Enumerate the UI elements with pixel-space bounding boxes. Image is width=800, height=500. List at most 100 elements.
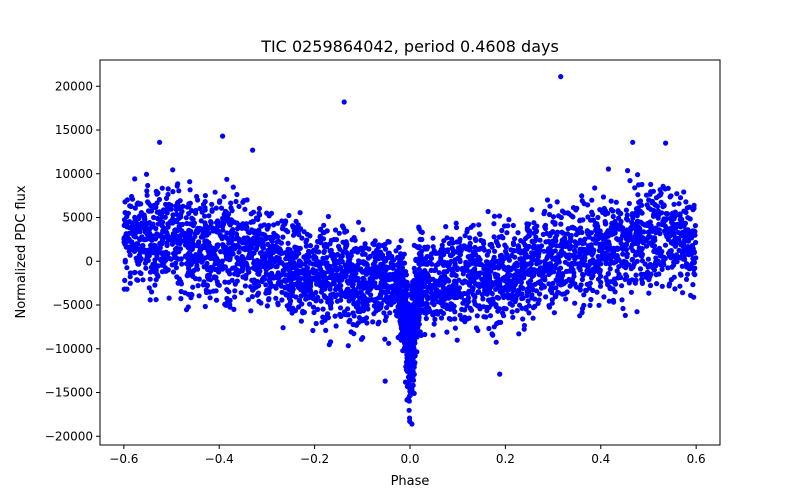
data-point (178, 211, 184, 217)
data-point (186, 258, 192, 264)
data-point (605, 166, 612, 172)
data-point (490, 296, 496, 302)
data-point (178, 296, 184, 302)
outlier-point (341, 99, 347, 105)
data-point (598, 261, 604, 267)
data-point (214, 229, 220, 235)
data-point (356, 219, 362, 225)
data-point (524, 293, 530, 299)
data-point (265, 265, 272, 271)
data-point (652, 237, 658, 243)
data-point (137, 270, 143, 276)
data-point (245, 265, 251, 271)
data-point (339, 223, 346, 229)
data-point (475, 289, 481, 295)
data-point (683, 245, 689, 252)
data-point (470, 260, 476, 266)
data-point (644, 243, 650, 249)
data-point (682, 237, 688, 243)
data-point (569, 277, 576, 283)
data-point (649, 242, 655, 248)
data-point (269, 263, 276, 269)
data-point (592, 259, 598, 265)
data-point (436, 270, 442, 276)
data-point (251, 258, 257, 264)
data-point (605, 271, 611, 277)
data-point (351, 235, 357, 241)
data-point (336, 258, 342, 264)
data-point (299, 235, 305, 241)
data-point (535, 267, 542, 273)
data-point (337, 266, 343, 272)
data-point (362, 251, 368, 257)
data-point (227, 221, 233, 227)
data-point (430, 235, 436, 241)
data-point (295, 284, 301, 290)
data-point (379, 252, 385, 258)
data-point (311, 255, 317, 262)
data-point (176, 216, 182, 222)
data-point (495, 295, 502, 301)
data-point (321, 248, 327, 254)
data-point (330, 273, 336, 279)
data-point (156, 233, 162, 239)
data-point (274, 239, 280, 245)
data-point (137, 236, 143, 242)
data-point (170, 269, 177, 275)
data-point (516, 331, 522, 337)
data-point (416, 266, 422, 272)
data-point (176, 236, 182, 242)
data-point (254, 231, 260, 237)
data-point (409, 334, 415, 340)
data-point (370, 319, 376, 325)
data-point (218, 205, 225, 211)
data-point (256, 298, 262, 304)
outlier-point (409, 421, 415, 427)
data-point (692, 223, 699, 229)
data-point (373, 285, 380, 291)
data-point (450, 249, 456, 255)
data-point (528, 266, 534, 272)
data-point (546, 211, 553, 218)
data-point (202, 199, 208, 205)
data-point (647, 223, 653, 229)
data-point (320, 255, 326, 261)
data-point (662, 223, 668, 229)
data-point (411, 311, 418, 317)
data-point (385, 250, 391, 256)
data-point (476, 222, 482, 228)
data-point (132, 234, 138, 240)
data-point (444, 329, 450, 335)
data-point (455, 285, 461, 291)
data-point (623, 247, 629, 253)
data-point (406, 398, 412, 404)
data-point (651, 267, 658, 273)
data-point (429, 300, 435, 306)
data-point (506, 266, 512, 272)
data-point (122, 199, 128, 205)
data-point (293, 253, 299, 259)
data-point (691, 202, 697, 208)
data-point (554, 199, 560, 205)
data-point (425, 284, 431, 290)
data-point (222, 279, 228, 285)
data-point (230, 230, 236, 236)
data-point (559, 244, 566, 250)
data-point (218, 249, 224, 255)
data-point (518, 279, 525, 285)
data-point (535, 280, 541, 286)
data-point (491, 234, 497, 240)
data-point (490, 257, 497, 263)
data-point (151, 202, 157, 208)
data-point (665, 185, 671, 191)
data-point (275, 220, 281, 226)
data-point (362, 296, 368, 302)
data-point (577, 250, 583, 257)
data-point (584, 228, 591, 234)
data-point (163, 195, 170, 201)
data-point (159, 241, 165, 247)
data-point (531, 270, 537, 276)
data-point (600, 236, 606, 242)
data-point (187, 179, 193, 185)
data-point (288, 272, 294, 278)
